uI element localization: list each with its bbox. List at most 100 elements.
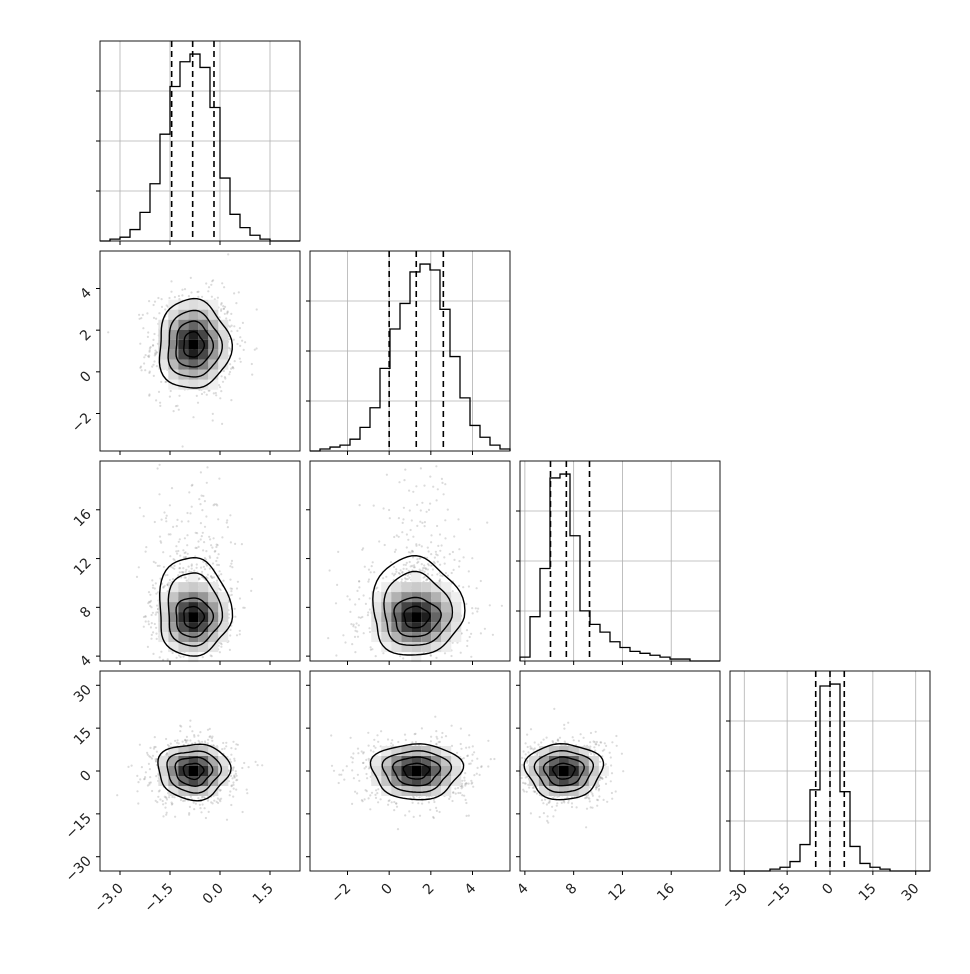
density-cell [431, 582, 441, 592]
sample-point [200, 811, 202, 813]
sample-point [465, 799, 467, 801]
sample-point [207, 800, 209, 802]
sample-point [139, 343, 141, 345]
sample-point [169, 396, 171, 398]
sample-point [164, 308, 166, 310]
sample-point [395, 802, 397, 804]
sample-point [420, 509, 422, 511]
sample-point [211, 577, 213, 579]
sample-point [368, 758, 370, 760]
sample-point [410, 529, 412, 531]
sample-point [162, 815, 164, 817]
sample-point [157, 297, 159, 299]
sample-point [365, 766, 367, 768]
x-tick-label: 0.0 [200, 881, 227, 908]
sample-point [351, 803, 353, 805]
sample-point [229, 790, 231, 792]
sample-point [219, 570, 221, 572]
sample-point [225, 317, 227, 319]
density-cell [188, 766, 198, 776]
sample-point [222, 381, 224, 383]
sample-point [163, 511, 165, 513]
sample-point [356, 622, 358, 624]
sample-point [358, 624, 360, 626]
density-cell [188, 786, 198, 796]
sample-point [188, 566, 190, 568]
sample-point [229, 649, 231, 651]
sample-point [215, 392, 217, 394]
sample-point [407, 539, 409, 541]
density-cell [451, 592, 461, 602]
sample-point [406, 568, 408, 570]
sample-point [236, 779, 238, 781]
sample-point [354, 603, 356, 605]
sample-point [188, 491, 190, 493]
density-cell [411, 776, 421, 786]
sample-point [234, 760, 236, 762]
sample-point [217, 518, 219, 520]
sample-point [373, 571, 375, 573]
sample-point [220, 789, 222, 791]
sample-point [599, 779, 601, 781]
sample-point [181, 294, 183, 296]
sample-point [224, 748, 226, 750]
sample-point [439, 811, 441, 813]
sample-point [450, 655, 452, 657]
sample-point [356, 792, 358, 794]
sample-point [187, 520, 189, 522]
sample-point [230, 541, 232, 543]
sample-point [176, 525, 178, 527]
sample-point [370, 646, 372, 648]
sample-point [148, 395, 150, 397]
sample-point [204, 568, 206, 570]
sample-point [342, 769, 344, 771]
sample-point [229, 514, 231, 516]
sample-point [221, 302, 223, 304]
sample-point [361, 799, 363, 801]
sample-point [422, 569, 424, 571]
sample-point [402, 657, 404, 659]
sample-point [611, 792, 613, 794]
sample-point [197, 735, 199, 737]
sample-point [226, 312, 228, 314]
sample-point [369, 597, 371, 599]
sample-point [409, 561, 411, 563]
sample-point [406, 562, 408, 564]
sample-point [142, 314, 144, 316]
sample-point [165, 802, 167, 804]
sample-point [362, 547, 364, 549]
sample-point [436, 573, 438, 575]
sample-point [433, 817, 435, 819]
sample-point [201, 296, 203, 298]
sample-point [412, 802, 414, 804]
sample-point [398, 517, 400, 519]
sample-point [412, 556, 414, 558]
sample-point [152, 631, 154, 633]
sample-point [436, 499, 438, 501]
y-tick-label: 16 [71, 506, 95, 530]
sample-point [178, 742, 180, 744]
sample-point [224, 376, 226, 378]
sample-point [237, 581, 239, 583]
sample-point [145, 546, 147, 548]
sample-point [131, 765, 133, 767]
sample-point [152, 339, 154, 341]
sample-point [210, 654, 212, 656]
sample-point [212, 562, 214, 564]
sample-point [432, 486, 434, 488]
sample-point [239, 345, 241, 347]
sample-point [413, 816, 415, 818]
sample-point [405, 739, 407, 741]
sample-point [526, 791, 528, 793]
sample-point [107, 331, 109, 333]
sample-point [208, 286, 210, 288]
sample-point [377, 801, 379, 803]
sample-point [197, 797, 199, 799]
sample-point [229, 634, 231, 636]
sample-point [371, 648, 373, 650]
sample-point [234, 360, 236, 362]
sample-point [391, 801, 393, 803]
sample-point [177, 739, 179, 741]
sample-point [176, 519, 178, 521]
